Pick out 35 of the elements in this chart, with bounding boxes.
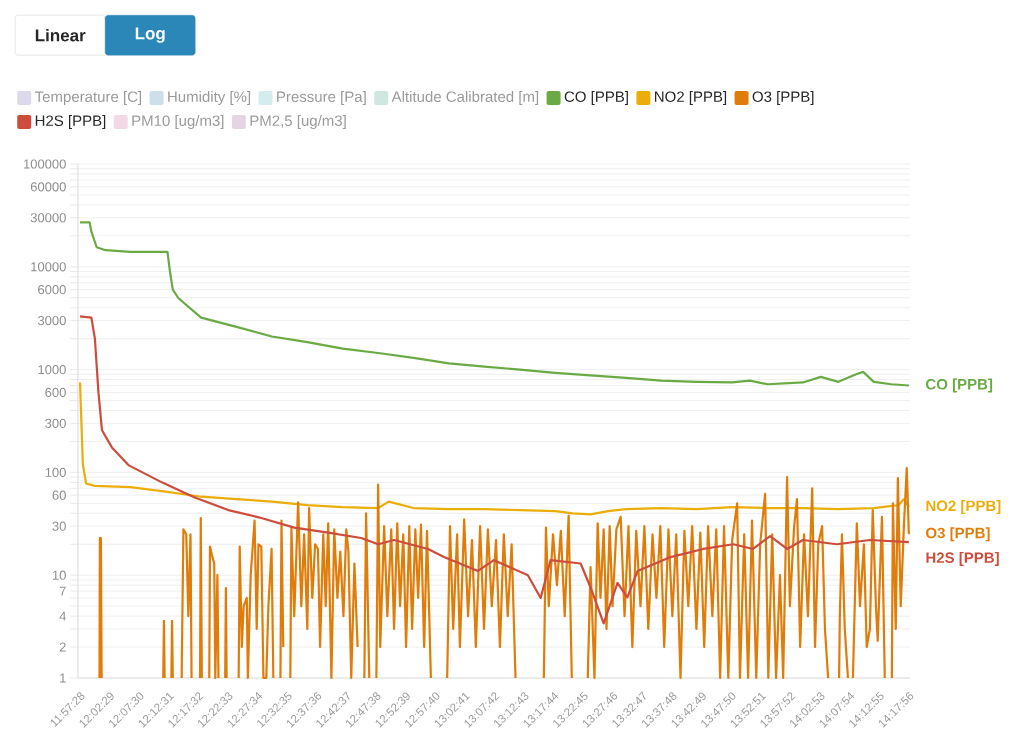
legend-label: NO2 [PPB]: [655, 91, 727, 105]
legend-label: Altitude Calibrated [m]: [391, 91, 539, 105]
y-tick-label: 1000: [38, 364, 66, 375]
y-tick-label: 100: [45, 467, 66, 477]
legend-label: Pressure [Pa]: [277, 91, 366, 105]
y-tick-label: 600: [45, 387, 66, 398]
text: H2S [PPB]: [926, 551, 999, 566]
text: Log: [135, 27, 165, 43]
text: O3 [PPB]: [926, 527, 990, 542]
legend-label: Temperature [C]: [34, 91, 142, 105]
text: Linear: [35, 28, 86, 42]
y-tick-label: 100000: [23, 159, 66, 169]
legend-label: H2S [PPB]: [35, 115, 106, 129]
y-tick-label: 30000: [30, 213, 66, 223]
y-tick-label: 60: [52, 490, 66, 500]
y-tick-label: 6000: [38, 285, 66, 295]
text: NO2 [PPB]: [926, 500, 1001, 515]
y-tick-label: 3000: [37, 315, 66, 326]
legend-label: PM10 [ug/m3]: [132, 115, 224, 129]
y-tick-label: 1: [60, 673, 66, 683]
legend-label: Humidity [%]: [168, 91, 251, 105]
line-series: [78, 315, 910, 625]
y-tick-label: 2: [59, 642, 66, 652]
legend-label: PM2,5 [ug/m3]: [250, 115, 346, 129]
legend-label: O3 [PPB]: [752, 91, 814, 105]
text: CO [PPB]: [926, 378, 993, 393]
y-tick-label: 10: [52, 570, 66, 580]
y-tick-label: 7: [59, 586, 66, 596]
y-tick-label: 30: [52, 521, 66, 531]
y-tick-label: 10000: [31, 262, 66, 272]
line-series: [78, 381, 910, 516]
legend-label: CO [PPB]: [564, 91, 628, 105]
y-tick-label: 300: [45, 418, 66, 428]
y-tick-label: 4: [59, 611, 66, 621]
y-tick-label: 60000: [30, 182, 66, 192]
